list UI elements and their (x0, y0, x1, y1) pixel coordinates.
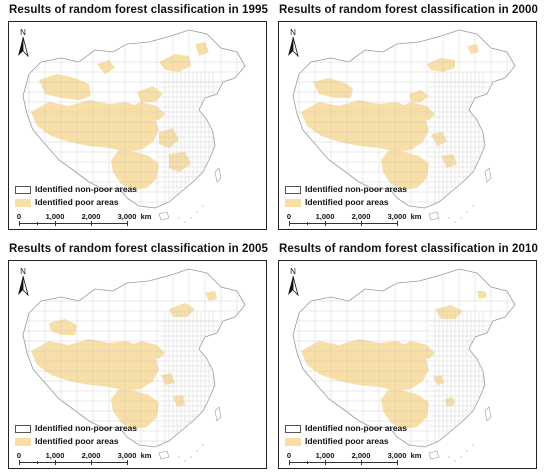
map-frame: N Identified non-poor areas Identified p… (278, 260, 537, 469)
scale-label-1000: 1,000 (315, 212, 335, 221)
scale-bar: 0 1,000 2,000 3,000 km (15, 451, 165, 468)
north-arrow-icon: N (15, 267, 31, 296)
map-frame: N Identified non-poor areas Identified p… (8, 260, 267, 469)
map-panel-2010: Results of random forest classification … (276, 243, 541, 473)
scale-bar: 0 1,000 2,000 3,000 km (15, 212, 165, 229)
scale-bar: 0 1,000 2,000 3,000 km (285, 212, 435, 229)
scale-bar: 0 1,000 2,000 3,000 km (285, 451, 435, 468)
scale-label-2000: 2,000 (81, 212, 101, 221)
scale-unit: km (410, 212, 422, 221)
scale-label-1000: 1,000 (315, 451, 335, 460)
panel-title: Results of random forest classification … (8, 4, 269, 16)
north-arrow-icon: N (15, 28, 31, 57)
map-frame: N Identified non-poor areas Identified p… (278, 21, 537, 230)
scale-label-3000: 3,000 (387, 212, 407, 221)
scale-unit: km (410, 451, 422, 460)
panel-title: Results of random forest classification … (278, 243, 539, 255)
scale-label-1000: 1,000 (45, 212, 65, 221)
north-arrow-icon: N (285, 267, 301, 296)
scale-label-1000: 1,000 (45, 451, 65, 460)
map-panel-2000: Results of random forest classification … (276, 4, 541, 234)
map-frame: N Identified non-poor areas Identified p… (8, 21, 267, 230)
scale-label-3000: 3,000 (387, 451, 407, 460)
scale-label-2000: 2,000 (351, 451, 371, 460)
map-panel-2005: Results of random forest classification … (6, 243, 271, 473)
north-arrow-icon: N (285, 28, 301, 57)
scale-label-2000: 2,000 (81, 451, 101, 460)
scale-unit: km (140, 212, 152, 221)
panel-title: Results of random forest classification … (278, 4, 539, 16)
scale-label-0: 0 (286, 451, 292, 460)
scale-label-3000: 3,000 (117, 451, 137, 460)
scale-label-0: 0 (16, 212, 22, 221)
scale-label-0: 0 (16, 451, 22, 460)
scale-unit: km (140, 451, 152, 460)
panel-title: Results of random forest classification … (8, 243, 269, 255)
scale-label-3000: 3,000 (117, 212, 137, 221)
scale-label-0: 0 (286, 212, 292, 221)
scale-label-2000: 2,000 (351, 212, 371, 221)
map-panel-1995: Results of random forest classification … (6, 4, 271, 234)
